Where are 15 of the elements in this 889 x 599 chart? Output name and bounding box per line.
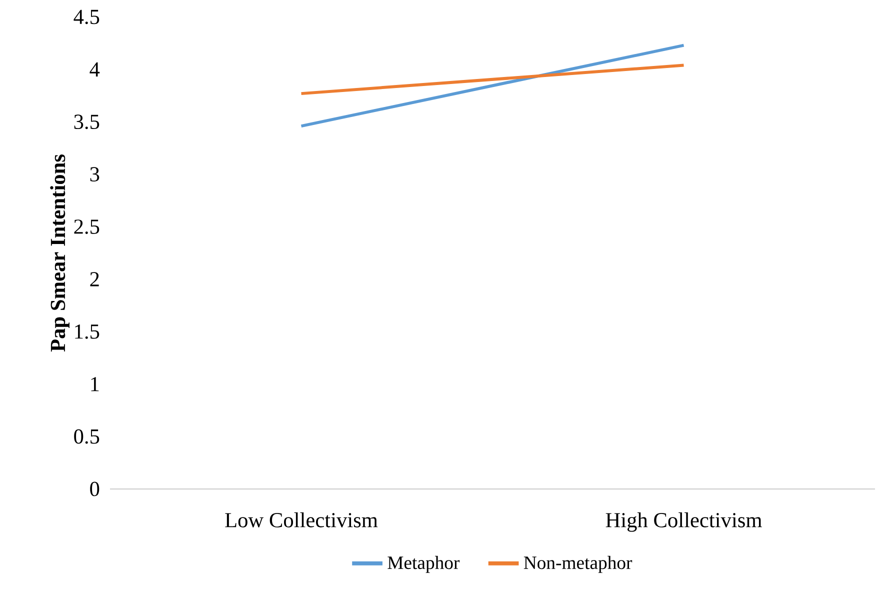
y-tick-label: 3.5 bbox=[74, 114, 100, 130]
y-tick-label: 0 bbox=[90, 482, 100, 496]
x-tick-label: Low Collectivism bbox=[225, 512, 378, 528]
y-tick-label: 1 bbox=[91, 377, 99, 392]
y-axis-title: Pap Smear Intentions bbox=[50, 154, 70, 352]
x-tick-label: High Collectivism bbox=[606, 512, 762, 532]
y-tick-label: 1.5 bbox=[75, 324, 100, 339]
legend-label: Metaphor bbox=[388, 556, 460, 573]
y-tick-label: 2.5 bbox=[74, 220, 100, 234]
y-tick-label: 4.5 bbox=[74, 10, 100, 24]
y-tick-label: 0.5 bbox=[74, 429, 100, 444]
legend-label: Non-metaphor bbox=[524, 556, 632, 573]
y-tick-label: 4 bbox=[90, 62, 100, 76]
y-tick-label: 3 bbox=[90, 167, 100, 182]
y-tick-label: 2 bbox=[90, 272, 99, 286]
